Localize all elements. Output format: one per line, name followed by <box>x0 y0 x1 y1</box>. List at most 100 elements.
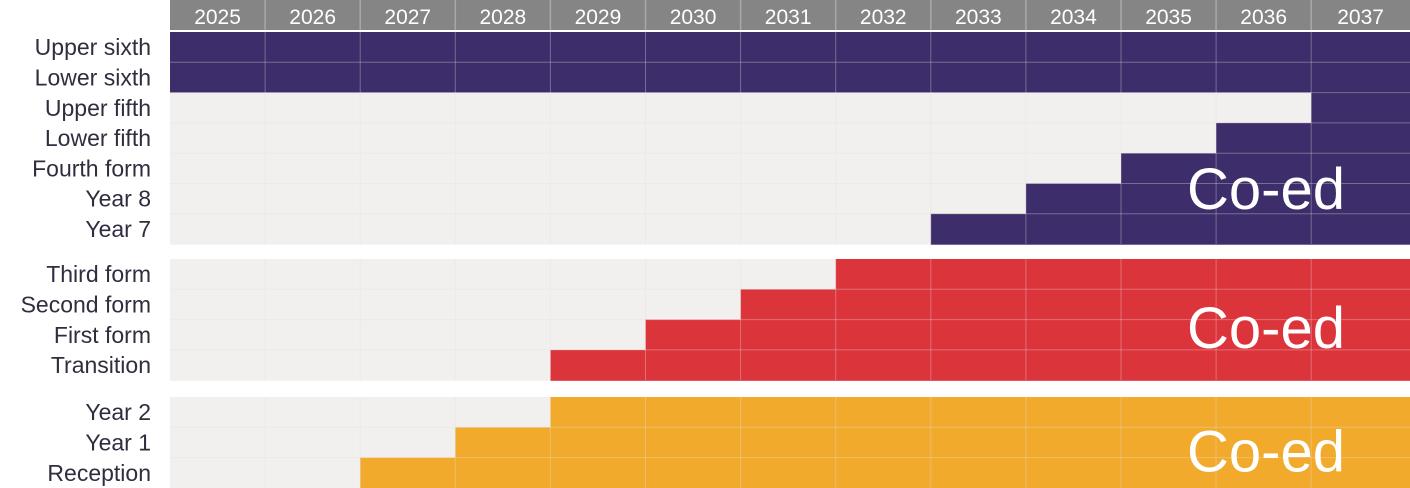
single-sex-cell <box>930 153 1027 185</box>
coed-cell <box>1121 427 1217 459</box>
single-sex-cell <box>455 289 551 321</box>
coed-cell <box>1311 259 1410 290</box>
single-sex-cell <box>550 153 647 185</box>
row-label: Lower fifth <box>45 125 151 151</box>
coed-cell <box>740 319 837 351</box>
coed-label: Co-ed <box>1187 296 1345 361</box>
coed-cell <box>1025 349 1122 381</box>
coed-cell <box>835 62 932 94</box>
single-sex-cell <box>170 153 266 185</box>
coed-cell <box>835 319 932 351</box>
single-sex-cell <box>835 213 932 245</box>
coed-cell <box>1216 349 1312 381</box>
row-label: Upper sixth <box>35 34 151 60</box>
row-label: Year 2 <box>85 399 151 425</box>
single-sex-cell <box>455 319 551 351</box>
coed-cell <box>1216 289 1312 321</box>
coed-cell <box>1311 427 1410 459</box>
single-sex-cell <box>360 213 456 245</box>
single-sex-cell <box>1025 153 1122 185</box>
single-sex-cell <box>170 259 266 290</box>
row-label: Year 7 <box>85 216 151 242</box>
coed-cell <box>1025 289 1122 321</box>
coed-label: Co-ed <box>1187 420 1345 485</box>
year-label: 2029 <box>575 6 622 29</box>
single-sex-cell <box>360 397 456 428</box>
coed-cell <box>1311 289 1410 321</box>
coed-cell <box>1216 62 1312 94</box>
row-label: Fourth form <box>32 155 151 181</box>
single-sex-cell <box>170 289 266 321</box>
single-sex-cell <box>930 122 1027 154</box>
coed-cell <box>550 32 647 63</box>
coed-cell <box>455 457 551 488</box>
coed-label: Co-ed <box>1187 157 1345 222</box>
single-sex-cell <box>455 397 551 428</box>
single-sex-cell <box>930 92 1027 124</box>
coed-cell <box>645 397 742 428</box>
single-sex-cell <box>170 397 266 428</box>
coed-cell <box>835 397 932 428</box>
single-sex-cell <box>455 349 551 381</box>
coed-cell <box>1311 32 1410 63</box>
single-sex-cell <box>550 289 647 321</box>
single-sex-cell <box>550 183 647 215</box>
year-header-cell <box>645 0 741 30</box>
coed-cell <box>645 62 742 94</box>
coed-cell <box>1216 213 1312 245</box>
coed-cell <box>1216 259 1312 290</box>
coed-cell <box>930 319 1027 351</box>
coed-cell <box>455 427 551 459</box>
single-sex-cell <box>740 213 837 245</box>
coed-cell <box>930 289 1027 321</box>
coed-cell <box>1121 397 1217 428</box>
single-sex-cell <box>645 122 742 154</box>
row-label: Third form <box>46 261 151 287</box>
year-label: 2028 <box>479 6 526 29</box>
coed-cell <box>1025 397 1122 428</box>
timeline-cells <box>170 32 1410 488</box>
single-sex-cell <box>455 153 551 185</box>
coed-labels: Co-ed Co-ed Co-ed <box>1187 157 1345 485</box>
single-sex-cell <box>455 183 551 215</box>
row-label: First form <box>54 322 151 348</box>
coed-cell <box>740 289 837 321</box>
coed-cell <box>1216 32 1312 63</box>
coed-cell <box>1216 427 1312 459</box>
single-sex-cell <box>835 92 932 124</box>
single-sex-cell <box>170 122 266 154</box>
row-label: Reception <box>47 460 151 486</box>
coed-cell <box>740 62 837 94</box>
coed-cell <box>1121 32 1217 63</box>
coed-cell <box>740 349 837 381</box>
single-sex-cell <box>360 289 456 321</box>
coed-cell <box>1216 397 1312 428</box>
single-sex-cell <box>265 153 361 185</box>
single-sex-cell <box>265 349 361 381</box>
coed-cell <box>1025 62 1122 94</box>
coed-cell <box>1121 319 1217 351</box>
coed-cell <box>740 397 837 428</box>
single-sex-cell <box>455 92 551 124</box>
single-sex-cell <box>645 289 742 321</box>
single-sex-cell <box>265 397 361 428</box>
year-header-cell <box>740 0 836 30</box>
coed-cell <box>1121 153 1217 185</box>
single-sex-cell <box>170 213 266 245</box>
row-label: Second form <box>21 291 151 317</box>
single-sex-cell <box>835 153 932 185</box>
year-header: 2025 2026 2027 2028 2029 2030 2031 2032 2033 2034… <box>170 0 1410 30</box>
coed-cell <box>1121 457 1217 488</box>
single-sex-cell <box>1121 122 1217 154</box>
coed-cell <box>930 349 1027 381</box>
single-sex-cell <box>740 183 837 215</box>
single-sex-cell <box>360 153 456 185</box>
coed-cell <box>1311 349 1410 381</box>
year-label: 2033 <box>955 6 1002 29</box>
year-header-cell <box>170 0 266 30</box>
single-sex-cell <box>455 213 551 245</box>
row-label: Upper fifth <box>45 95 151 121</box>
single-sex-cell <box>265 122 361 154</box>
year-header-cell <box>550 0 646 30</box>
